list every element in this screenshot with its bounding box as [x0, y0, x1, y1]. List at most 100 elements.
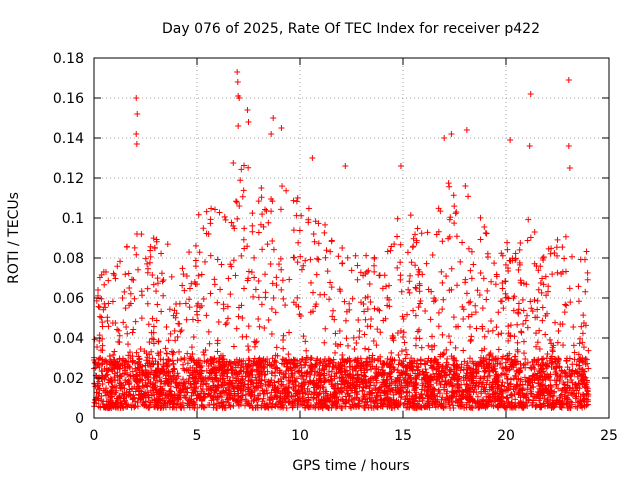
data-point — [446, 183, 453, 190]
data-point — [295, 397, 302, 404]
data-point — [129, 329, 136, 336]
data-point — [545, 288, 552, 295]
data-point — [453, 393, 460, 400]
data-point — [278, 125, 285, 131]
data-point — [245, 119, 252, 125]
data-point — [548, 340, 555, 347]
data-point — [268, 208, 275, 215]
data-point — [533, 343, 540, 350]
data-point — [524, 237, 531, 244]
data-point — [504, 239, 511, 246]
data-point — [424, 229, 431, 236]
data-point — [397, 394, 404, 401]
data-point — [520, 280, 527, 287]
data-point — [398, 348, 405, 355]
data-point — [251, 343, 258, 350]
data-point — [413, 285, 420, 292]
data-point — [445, 361, 452, 368]
data-point — [543, 387, 550, 394]
data-point — [462, 182, 469, 189]
data-point — [239, 314, 246, 321]
data-point — [286, 276, 293, 283]
data-point — [322, 325, 329, 332]
data-point — [282, 302, 289, 309]
data-point — [578, 323, 585, 330]
data-point — [409, 244, 416, 251]
data-point — [164, 241, 171, 248]
data-point — [273, 359, 280, 366]
data-point — [91, 336, 98, 343]
data-point — [553, 244, 560, 251]
data-point — [491, 363, 498, 370]
data-point — [157, 349, 164, 356]
data-point — [273, 364, 280, 371]
data-point — [296, 227, 303, 234]
data-point — [397, 163, 404, 169]
data-point — [399, 313, 406, 320]
data-point — [184, 350, 191, 357]
data-point — [367, 298, 374, 305]
data-point — [238, 393, 245, 400]
data-point — [171, 327, 178, 334]
data-point — [273, 282, 280, 289]
data-point — [98, 271, 105, 278]
data-point — [481, 388, 488, 395]
data-point — [270, 115, 277, 121]
data-point — [435, 309, 442, 316]
data-point — [115, 327, 122, 334]
data-point — [394, 233, 401, 240]
data-point — [397, 241, 404, 248]
data-point — [324, 392, 331, 399]
data-point — [274, 352, 281, 359]
data-point — [280, 295, 287, 302]
data-point — [466, 355, 473, 362]
data-point — [186, 285, 193, 292]
data-point — [575, 380, 582, 387]
data-point — [328, 237, 335, 244]
data-point — [403, 351, 410, 358]
data-point — [338, 404, 345, 411]
data-point — [341, 385, 348, 392]
data-point — [244, 343, 251, 350]
data-point — [416, 335, 423, 342]
data-point — [580, 344, 587, 351]
data-point — [150, 281, 157, 288]
data-point — [390, 334, 397, 341]
data-point — [134, 111, 141, 117]
x-tick-label: 20 — [497, 428, 515, 444]
x-tick-label: 15 — [394, 428, 412, 444]
data-point — [317, 384, 324, 391]
data-point — [111, 271, 118, 278]
data-point — [222, 216, 229, 223]
data-point — [314, 255, 321, 262]
data-point — [381, 272, 388, 279]
data-point — [410, 307, 417, 314]
data-point — [450, 192, 457, 199]
data-point — [146, 339, 153, 346]
data-point — [234, 215, 241, 222]
data-point — [202, 258, 209, 265]
data-point — [160, 276, 167, 283]
data-point — [391, 366, 398, 373]
data-point — [492, 355, 499, 362]
data-point — [270, 246, 277, 253]
data-point — [397, 272, 404, 279]
data-point — [245, 268, 252, 275]
data-point — [123, 243, 130, 250]
data-point — [288, 399, 295, 406]
data-point — [373, 379, 380, 386]
data-point — [308, 364, 315, 371]
y-tick-label: 0.1 — [62, 211, 84, 227]
data-point — [284, 363, 291, 370]
data-point — [174, 333, 181, 340]
data-point — [336, 328, 343, 335]
data-point — [272, 309, 279, 316]
data-point — [559, 244, 566, 251]
data-point — [479, 305, 486, 312]
data-point — [239, 193, 246, 200]
data-point — [131, 295, 138, 302]
data-point — [303, 347, 310, 354]
data-point — [373, 342, 380, 349]
data-point — [363, 268, 370, 275]
data-point — [130, 276, 137, 283]
